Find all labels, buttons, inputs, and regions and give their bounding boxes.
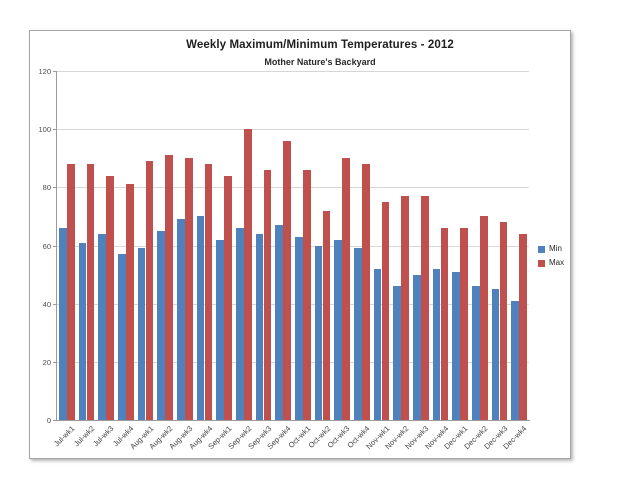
bar-min-Aug-wk3 (176, 219, 185, 420)
bar-min-Nov-wk1 (373, 268, 382, 420)
y-tick-label-80: 80 (42, 183, 51, 193)
y-tick-label-40: 40 (42, 299, 51, 309)
bar-max-Nov-wk4 (440, 228, 449, 420)
chart-subtitle: Mother Nature's Backyard (264, 57, 376, 67)
bar-max-Oct-wk1 (302, 169, 311, 420)
bar-max-Aug-wk3 (184, 158, 193, 420)
bar-max-Dec-wk3 (499, 222, 508, 420)
bar-max-Sep-wk4 (283, 140, 292, 420)
bar-min-Sep-wk1 (216, 239, 225, 420)
legend-item-min: Min (538, 245, 564, 253)
y-tick-label-0: 0 (46, 416, 51, 425)
bar-min-Dec-wk3 (491, 289, 500, 420)
bar-max-Jul-wk1 (66, 164, 75, 420)
y-tick-label-60: 60 (42, 241, 51, 251)
bar-min-Oct-wk4 (353, 248, 362, 420)
bar-min-Nov-wk2 (393, 286, 402, 420)
gridline-60 (57, 245, 529, 247)
bar-min-Aug-wk1 (137, 248, 146, 420)
bar-min-Sep-wk4 (275, 225, 284, 420)
bar-max-Sep-wk2 (243, 129, 252, 420)
bar-max-Dec-wk1 (460, 228, 469, 420)
bar-max-Dec-wk2 (479, 216, 488, 420)
x-axis-line (53, 420, 530, 421)
bar-max-Jul-wk4 (125, 184, 134, 420)
bar-min-Jul-wk1 (58, 228, 67, 420)
bar-min-Oct-wk2 (314, 245, 323, 420)
bar-max-Oct-wk4 (361, 164, 370, 420)
bar-min-Dec-wk4 (511, 300, 520, 420)
legend: Min Max (538, 245, 564, 273)
bar-max-Nov-wk3 (420, 196, 429, 420)
y-tick-label-20: 20 (42, 357, 51, 367)
bar-max-Nov-wk2 (401, 196, 410, 420)
y-tick-40 (53, 303, 57, 305)
bar-max-Oct-wk2 (322, 210, 331, 420)
legend-swatch-max (538, 259, 545, 267)
bar-max-Aug-wk4 (204, 164, 213, 420)
legend-label-max: Max (549, 258, 565, 267)
legend-item-max: Max (538, 259, 564, 267)
bar-max-Aug-wk1 (145, 161, 154, 420)
legend-label-min: Min (549, 244, 562, 253)
legend-swatch-min (538, 245, 545, 253)
chart-title: Weekly Maximum/Minimum Temperatures - 20… (186, 39, 454, 51)
bar-max-Aug-wk2 (165, 155, 174, 420)
bar-min-Jul-wk3 (98, 233, 107, 420)
bar-max-Jul-wk2 (86, 164, 95, 420)
gridline-120 (57, 71, 529, 72)
y-tick-120 (53, 71, 57, 72)
bar-min-Dec-wk1 (452, 271, 461, 420)
gridline-80 (57, 187, 529, 189)
bar-min-Nov-wk3 (412, 274, 421, 420)
gridline-100 (57, 129, 529, 131)
bar-min-Oct-wk1 (294, 236, 303, 420)
gridline-40 (57, 303, 529, 305)
y-tick-80 (53, 187, 57, 189)
bar-min-Sep-wk2 (235, 228, 244, 420)
y-tick-label-100: 100 (38, 125, 51, 135)
bar-min-Jul-wk4 (117, 254, 126, 420)
bar-max-Sep-wk1 (224, 175, 233, 420)
y-tick-100 (53, 129, 57, 131)
plot-area (57, 71, 529, 420)
bar-min-Oct-wk3 (334, 239, 343, 420)
bar-min-Sep-wk3 (255, 233, 264, 420)
bar-min-Jul-wk2 (78, 242, 87, 420)
y-tick-60 (53, 245, 57, 247)
gridline-20 (57, 361, 529, 363)
bar-max-Nov-wk1 (381, 201, 390, 420)
bar-max-Jul-wk3 (106, 175, 115, 420)
bar-min-Aug-wk2 (157, 230, 166, 420)
y-tick-20 (53, 361, 57, 363)
bar-max-Dec-wk4 (519, 233, 528, 420)
y-tick-0 (53, 420, 57, 421)
bar-min-Nov-wk4 (432, 268, 441, 420)
bar-max-Oct-wk3 (342, 158, 351, 420)
y-tick-label-120: 120 (38, 67, 51, 76)
bar-min-Aug-wk4 (196, 216, 205, 420)
bar-min-Dec-wk2 (471, 286, 480, 420)
bar-max-Sep-wk3 (263, 169, 272, 420)
